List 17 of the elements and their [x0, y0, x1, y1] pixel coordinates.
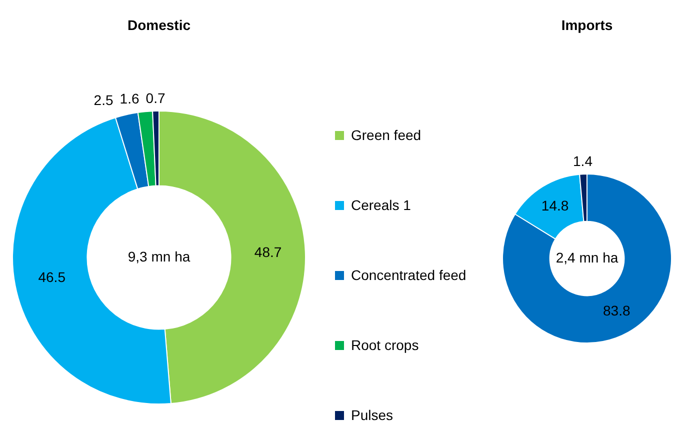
legend-label: Concentrated feed — [351, 267, 466, 283]
legend-label: Green feed — [351, 127, 422, 143]
legend-label: Pulses — [351, 407, 394, 423]
data-label: 48.7 — [254, 244, 282, 260]
data-label: 1.4 — [573, 152, 593, 169]
legend-label: Cereals 1 — [351, 197, 411, 213]
text: 2,4 mn ha — [556, 249, 618, 266]
data-label: 46.5 — [38, 269, 66, 286]
chart-title: Domestic — [127, 16, 191, 33]
data-label: 0.7 — [146, 90, 166, 106]
data-label: 2.5 — [94, 92, 114, 108]
data-label: 1.6 — [120, 90, 140, 107]
data-label: 14.8 — [541, 198, 569, 214]
data-label: 83.8 — [603, 302, 630, 318]
chart-title: Imports — [561, 16, 613, 33]
text: 9,3 mn ha — [128, 248, 190, 264]
legend-label: Root crops — [351, 337, 419, 353]
